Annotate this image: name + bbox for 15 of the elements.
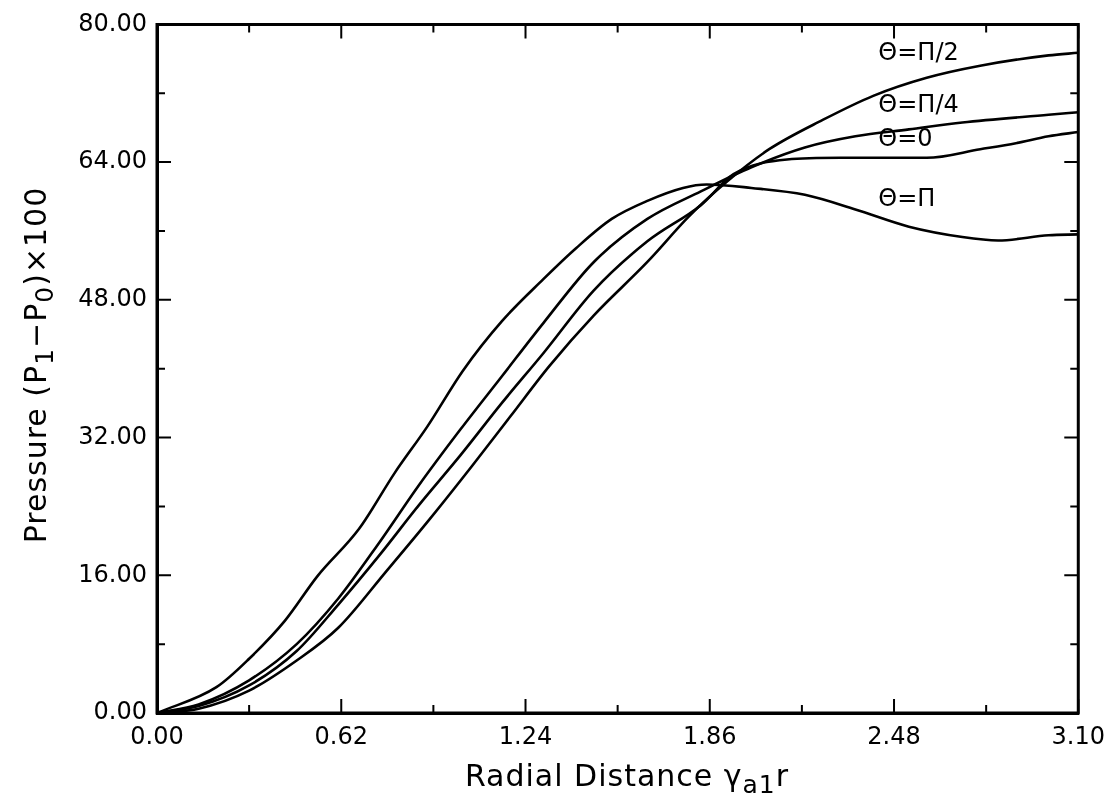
x-tick-label: 3.10 [1051, 721, 1105, 750]
legend-label: Θ=Π/2 [878, 37, 959, 66]
y-tick-label: 64.00 [78, 146, 147, 175]
x-axis-title: Radial Distance γ$_{a1}$r [464, 758, 790, 799]
series-label: Θ=Π [878, 184, 936, 213]
y-tick-label: 48.00 [78, 284, 147, 313]
series-label: Θ=0 [878, 124, 933, 153]
y-tick-label: 80.00 [78, 8, 147, 37]
x-tick-label: 1.24 [498, 721, 553, 750]
x-tick-label: 2.48 [867, 721, 921, 750]
x-tick-label: 1.86 [683, 721, 737, 750]
series-label: Θ=Π/4 [878, 90, 959, 119]
x-tick-label: 0.62 [314, 721, 368, 750]
y-tick-label: 16.00 [78, 559, 147, 588]
y-tick-label: 32.00 [78, 421, 147, 450]
